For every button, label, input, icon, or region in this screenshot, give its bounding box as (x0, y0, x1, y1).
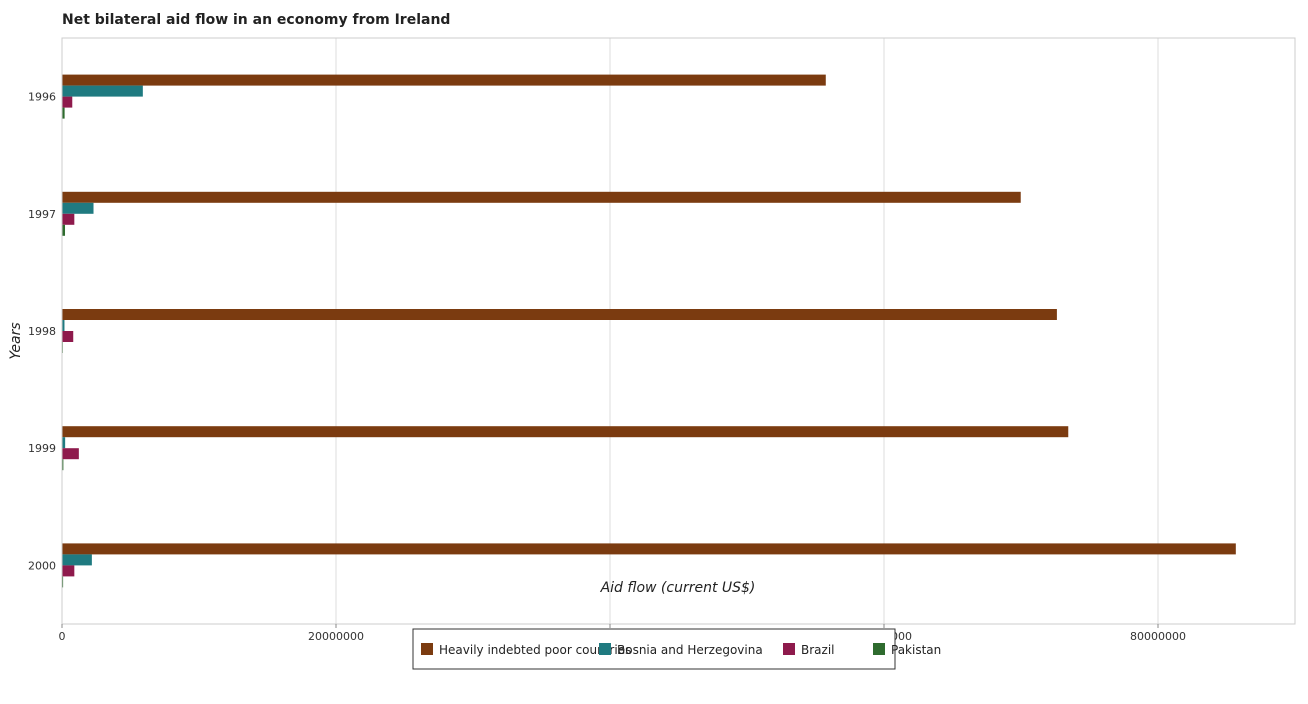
bar (62, 554, 92, 566)
bar (62, 426, 1069, 438)
bars (62, 74, 1236, 588)
bar (62, 96, 73, 108)
legend-label: Brazil (801, 643, 835, 657)
bar (62, 202, 94, 214)
bar (62, 459, 64, 471)
legend-label: Bosnia and Herzegovina (617, 643, 763, 657)
legend-label: Pakistan (891, 643, 941, 657)
bar (62, 565, 75, 577)
x-tick-label: 80000000 (1130, 630, 1186, 643)
legend-swatch (783, 643, 795, 655)
plot-frame (61, 37, 1296, 625)
legend-swatch (421, 643, 433, 655)
bar (62, 331, 74, 342)
grid-lines (335, 38, 1159, 624)
y-tick-label: 2000 (28, 559, 56, 572)
chart-title: Net bilateral aid flow in an economy fro… (62, 12, 450, 28)
bar (62, 191, 1021, 203)
y-tick-label: 1998 (28, 325, 56, 338)
legend-label: Heavily indebted poor countries (439, 643, 631, 657)
bar (62, 224, 66, 236)
bar (62, 320, 65, 331)
legend-box (412, 628, 896, 670)
bar (62, 576, 64, 588)
bar (62, 107, 65, 119)
x-tick-label: 20000000 (308, 630, 364, 643)
y-tick-label: 1999 (28, 442, 56, 455)
legend-swatch (873, 643, 885, 655)
bar (62, 543, 1236, 555)
x-axis-label: Aid flow (current US$) (600, 580, 756, 596)
bar (62, 213, 75, 225)
bar (62, 85, 143, 97)
bar (62, 448, 79, 460)
bar (62, 74, 826, 86)
y-tick-labels: 1996 1997 1998 1999 2000 (28, 91, 56, 573)
legend-swatch (599, 643, 611, 655)
bar (62, 309, 1057, 320)
y-axis-label: Years (8, 322, 24, 359)
x-tick-label: 0 (59, 630, 66, 643)
y-tick-label: 1996 (28, 91, 56, 104)
y-tick-label: 1997 (28, 208, 56, 221)
bar (62, 437, 66, 449)
